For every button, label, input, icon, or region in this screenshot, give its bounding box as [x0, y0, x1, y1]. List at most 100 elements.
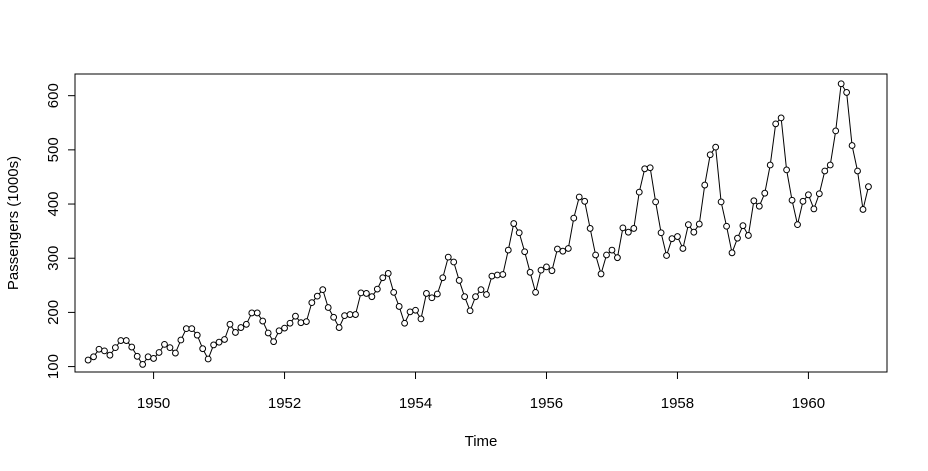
data-point: [592, 251, 599, 259]
data-point: [84, 356, 92, 364]
data-point: [755, 202, 763, 210]
data-point: [521, 248, 529, 256]
y-tick-label: 500: [45, 137, 62, 162]
data-point: [504, 246, 512, 254]
data-point: [286, 319, 294, 327]
data-point: [412, 306, 419, 314]
data-point: [728, 249, 736, 257]
x-tick-label: 1960: [792, 395, 825, 412]
data-point: [188, 325, 196, 333]
data-point: [586, 225, 594, 232]
data-point: [401, 319, 409, 327]
plot-frame: [74, 73, 888, 373]
data-point: [472, 293, 479, 301]
data-point: [384, 269, 392, 277]
data-point: [570, 214, 578, 222]
data-point: [324, 304, 332, 311]
data-point: [461, 293, 469, 301]
data-point: [493, 271, 501, 279]
data-point: [302, 318, 310, 326]
data-point: [199, 345, 207, 353]
data-point: [597, 270, 605, 278]
data-point: [182, 325, 190, 333]
data-point: [335, 324, 343, 331]
data-point: [357, 289, 365, 297]
data-point: [674, 233, 681, 240]
data-point: [259, 317, 267, 325]
data-point: [395, 303, 403, 310]
x-tick-label: 1956: [530, 395, 563, 412]
data-point: [237, 324, 245, 331]
data-point: [221, 336, 228, 343]
data-point: [477, 286, 485, 294]
data-point: [297, 319, 305, 327]
data-point: [614, 254, 621, 262]
data-point: [843, 89, 851, 96]
data-point: [155, 349, 163, 356]
x-axis: 1950 1952 1954 1956 1958 1960: [137, 371, 825, 412]
data-point: [341, 312, 348, 320]
data-point: [543, 263, 550, 271]
data-point: [210, 341, 218, 349]
data-point: [281, 324, 288, 332]
data-point: [161, 340, 168, 348]
data-point: [821, 167, 829, 175]
data-point: [226, 320, 234, 328]
data-point: [701, 181, 709, 189]
data-point: [177, 336, 185, 344]
data-point: [766, 161, 774, 169]
data-point: [575, 193, 583, 201]
data-point: [466, 307, 474, 315]
data-point: [684, 221, 692, 229]
data-point: [652, 198, 660, 206]
data-point: [319, 286, 327, 294]
data-point: [423, 290, 430, 297]
data-point: [363, 290, 370, 297]
data-point: [117, 337, 125, 344]
data-point: [368, 293, 376, 301]
data-point: [739, 222, 747, 230]
y-tick-label: 400: [45, 192, 62, 217]
data-point: [772, 120, 780, 128]
data-point: [106, 351, 114, 359]
data-point: [242, 320, 250, 328]
series-line: [87, 82, 869, 366]
data-point: [630, 225, 638, 232]
data-point: [433, 290, 441, 298]
y-tick-label: 300: [45, 246, 62, 271]
data-point: [499, 271, 507, 278]
data-point: [712, 143, 720, 151]
data-point: [488, 272, 496, 280]
data-point: [111, 344, 119, 352]
data-point: [624, 228, 632, 236]
data-point: [483, 291, 490, 298]
data-point: [144, 353, 152, 361]
data-point: [275, 327, 283, 335]
data-point: [608, 246, 616, 254]
data-point: [428, 294, 436, 302]
data-point: [788, 196, 796, 204]
data-point: [90, 353, 97, 361]
data-point: [805, 191, 812, 199]
data-point: [581, 197, 589, 205]
data-point: [679, 245, 687, 252]
data-point: [515, 229, 523, 237]
data-point: [810, 205, 818, 213]
data-point: [603, 251, 610, 259]
data-point: [292, 312, 299, 320]
data-point: [172, 349, 179, 357]
data-point: [232, 329, 239, 336]
data-point: [657, 229, 665, 237]
data-point: [848, 142, 856, 149]
data-point: [668, 235, 676, 243]
data-point: [95, 345, 103, 353]
y-tick-label: 200: [45, 300, 62, 325]
data-point: [330, 313, 338, 321]
data-point: [417, 315, 425, 323]
data-point: [406, 308, 414, 316]
data-point: [264, 329, 272, 337]
data-point: [663, 252, 670, 259]
x-tick-label: 1950: [137, 395, 170, 412]
data-point: [723, 222, 730, 230]
series-points: [84, 80, 872, 368]
